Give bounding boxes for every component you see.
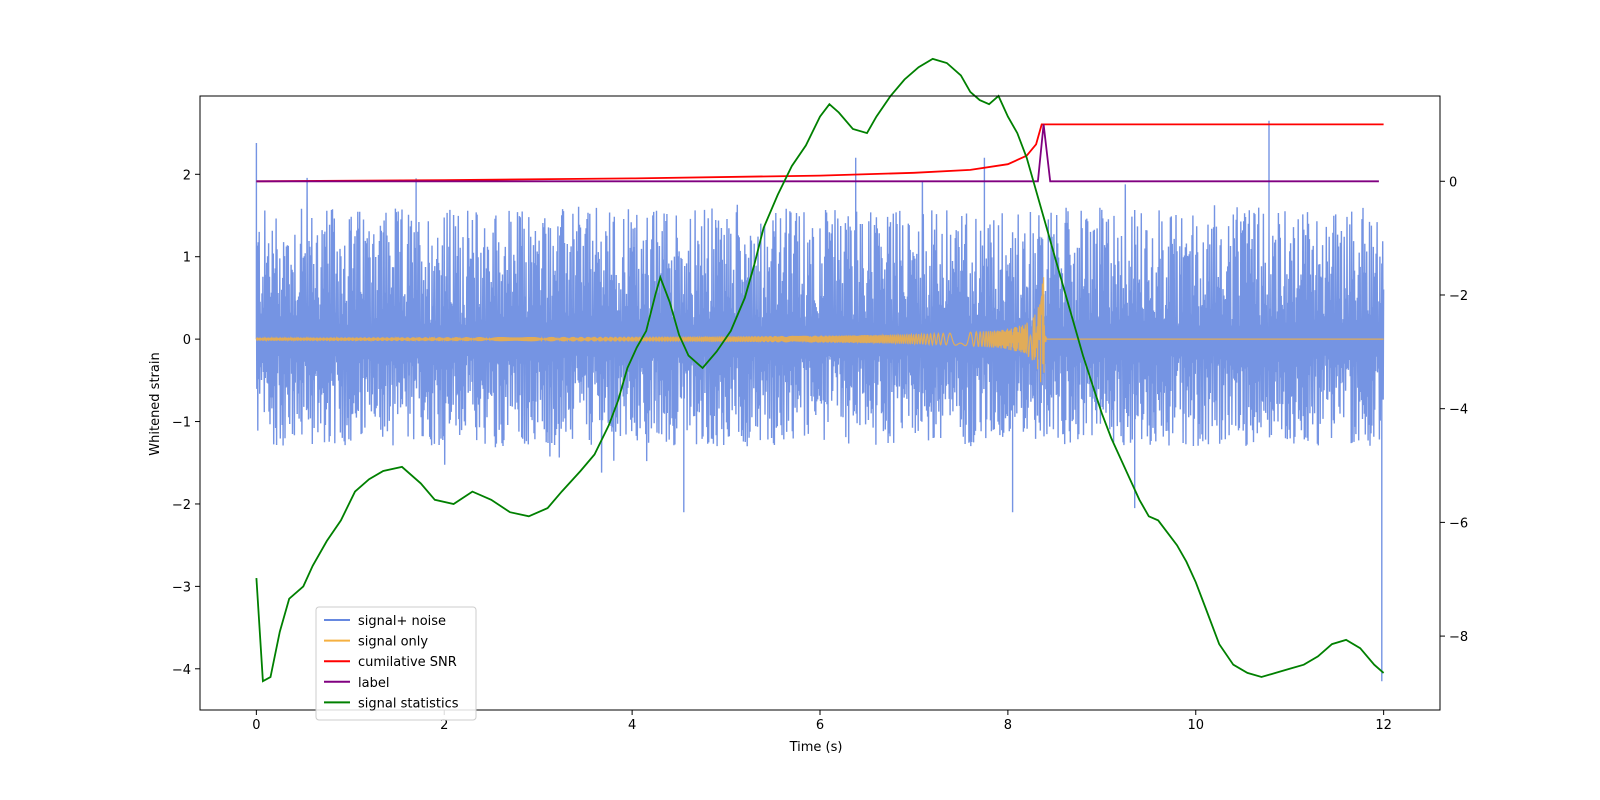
plot-area [255,57,1385,683]
legend: signal+ noise signal only cumilative SNR la… [315,606,477,721]
y2-tick-label: −8 [1449,630,1468,645]
series-signal-only [255,277,1384,383]
y-axis-right: −8 −6 −4 −2 0 [1440,175,1468,645]
y-axis-left: −4 −3 −2 −1 0 1 2 [172,168,200,678]
x-tick-label: 8 [1004,718,1012,733]
y-tick-label: −3 [172,580,191,595]
series-signal-plus-noise [255,120,1385,682]
x-tick-label: 2 [440,718,448,733]
legend-label: signal+ noise [358,614,446,629]
y-tick-label: 0 [183,333,191,348]
x-axis-label: Time (s) [789,740,843,755]
y-tick-label: −2 [172,498,191,513]
y2-tick-label: −2 [1449,289,1468,304]
y-tick-label: 1 [183,251,191,266]
series-label [256,124,1379,183]
y2-tick-label: 0 [1449,175,1457,190]
x-tick-label: 6 [816,718,824,733]
legend-label: cumilative SNR [358,655,457,670]
legend-label: signal statistics [358,696,459,711]
y2-tick-label: −4 [1449,403,1468,418]
x-tick-label: 10 [1187,718,1204,733]
x-axis: 0 2 4 6 8 10 12 [252,710,1392,733]
y-axis-label: Whitened strain [148,352,163,455]
legend-label: label [358,676,389,691]
legend-label: signal only [358,635,428,650]
y-tick-label: 2 [183,168,191,183]
legend-box [315,606,477,721]
x-tick-label: 4 [628,718,636,733]
x-tick-label: 12 [1375,718,1392,733]
x-tick-label: 0 [252,718,260,733]
y-tick-label: −4 [172,663,191,678]
y2-tick-label: −6 [1449,516,1468,531]
y-tick-label: −1 [172,416,191,431]
series-cumilative-snr [256,123,1384,183]
series-signal-statistics [255,57,1385,683]
